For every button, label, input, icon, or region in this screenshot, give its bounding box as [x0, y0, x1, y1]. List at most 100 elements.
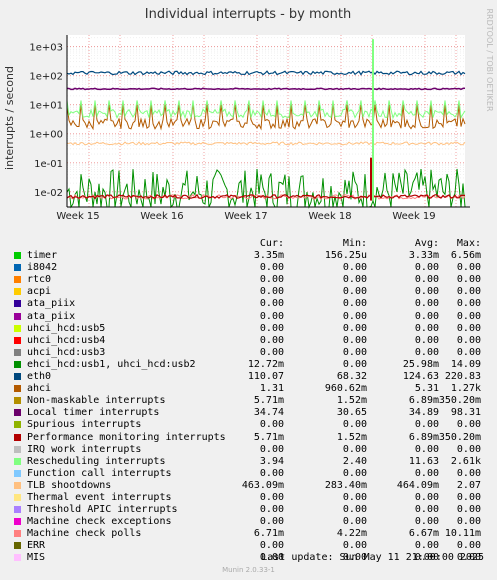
legend-avg-value: 3.33m: [408, 250, 439, 262]
legend-min-value: 960.62m: [324, 383, 367, 395]
legend-swatch: [14, 518, 21, 526]
legend-avg-value: 124.63: [402, 371, 439, 383]
legend-cur-value: 34.74: [253, 407, 284, 419]
x-tick-label: Week 15: [56, 211, 99, 222]
legend-swatch: [14, 506, 21, 514]
legend-cur-value: 0.00: [259, 334, 284, 346]
legend-swatch: [14, 276, 21, 284]
legend-max-value: 0.00: [456, 334, 481, 346]
legend-row: Machine check polls 6.71m 4.22m 6.67m 10.11m: [12, 528, 492, 540]
legend-avg-value: 0.00: [414, 262, 439, 274]
legend-min-value: 0.00: [342, 540, 367, 552]
legend-max-value: 0.00: [456, 419, 481, 431]
legend-row: ata_piix 0.00 0.00 0.00 0.00: [12, 298, 492, 310]
series-line-rescheduling: [66, 100, 466, 120]
legend-series-name: rtc0: [27, 274, 52, 286]
legend-row: ERR 0.00 0.00 0.00 0.00: [12, 540, 492, 552]
legend-cur-value: 0.00: [259, 443, 284, 455]
y-tick-label: 1e+01: [29, 101, 63, 112]
x-tick-label: Week 19: [392, 211, 435, 222]
legend-cur-value: 0.00: [259, 491, 284, 503]
x-axis: Week 15 Week 16 Week 17 Week 18 Week 19: [56, 211, 435, 222]
legend-row: TLB shootdowns 463.09m 283.40m 464.09m 2.07: [12, 480, 492, 492]
legend-cur-value: 5.71m: [253, 431, 284, 443]
x-tick-label: Week 17: [224, 211, 267, 222]
legend-min-value: 0.00: [342, 491, 367, 503]
legend-cur-value: 6.71m: [253, 528, 284, 540]
legend-series-name: Performance monitoring interrupts: [27, 431, 226, 443]
legend-max-value: 0.00: [456, 346, 481, 358]
legend-cur-value: 3.35m: [253, 250, 284, 262]
legend-cur-value: 0.00: [259, 504, 284, 516]
rrdtool-credit: RRDTOOL / TOBI OETIKER: [485, 8, 494, 111]
legend-avg-value: 0.00: [414, 516, 439, 528]
legend-avg-value: 6.89m: [408, 431, 439, 443]
legend-row: ata_piix 0.00 0.00 0.00 0.00: [12, 311, 492, 323]
legend-series-name: i8042: [27, 262, 58, 274]
legend-cur-value: 0.00: [259, 540, 284, 552]
legend-row: timer 3.35m 156.25u 3.33m 6.56m: [12, 250, 492, 262]
legend-max-value: 0.00: [456, 443, 481, 455]
legend-swatch: [14, 288, 21, 296]
legend-avg-value: 0.00: [414, 467, 439, 479]
legend-series-name: Non-maskable interrupts: [27, 395, 166, 407]
legend-cur-value: 0.00: [259, 322, 284, 334]
legend-cur-value: 0.00: [259, 552, 284, 564]
legend-avg-value: 6.89m: [408, 395, 439, 407]
legend-row: i8042 0.00 0.00 0.00 0.00: [12, 262, 492, 274]
legend-series-name: TLB shootdowns: [27, 479, 112, 491]
legend-row: Thermal event interrupts 0.00 0.00 0.00 0.00: [12, 492, 492, 504]
x-tick-label: Week 16: [140, 211, 183, 222]
legend-max-value: 350.20m: [438, 431, 481, 443]
chart-title: Individual interrupts - by month: [145, 7, 351, 22]
legend-avg-value: 0.00: [414, 322, 439, 334]
legend-cur-value: 0.00: [259, 467, 284, 479]
legend-max-value: 0.00: [456, 262, 481, 274]
legend-swatch: [14, 409, 21, 417]
legend-row: Machine check exceptions 0.00 0.00 0.00 0.00: [12, 516, 492, 528]
y-tick-label: 1e+02: [29, 72, 63, 83]
header-max: Max:: [456, 238, 481, 249]
series-lines: [66, 39, 466, 209]
legend-row: ahci 1.31 960.62m 5.31 1.27k: [12, 383, 492, 395]
legend-swatch: [14, 312, 21, 320]
legend-row: acpi 0.00 0.00 0.00 0.00: [12, 286, 492, 298]
legend-avg-value: 0.00: [414, 298, 439, 310]
legend-min-value: 0.00: [342, 346, 367, 358]
legend-min-value: 0.00: [342, 310, 367, 322]
legend-row: ehci_hcd:usb1, uhci_hcd:usb2 12.72m 0.00 25…: [12, 359, 492, 371]
legend-min-value: 0.00: [342, 274, 367, 286]
legend-avg-value: 0.00: [414, 491, 439, 503]
legend-series-name: eth0: [27, 371, 52, 383]
legend-max-value: 0.00: [456, 504, 481, 516]
legend-min-value: 0.00: [342, 334, 367, 346]
legend-max-value: 98.31: [450, 407, 481, 419]
legend-cur-value: 0.00: [259, 419, 284, 431]
legend-series-name: Threshold APIC interrupts: [27, 504, 178, 516]
legend-min-value: 0.00: [342, 358, 367, 370]
legend-max-value: 0.00: [456, 516, 481, 528]
legend-swatch: [14, 445, 21, 453]
legend-min-value: 0.00: [342, 516, 367, 528]
legend-swatch: [14, 300, 21, 308]
y-tick-label: 1e-02: [34, 188, 63, 199]
legend-row: Performance monitoring interrupts 5.71m 1.…: [12, 432, 492, 444]
legend-max-value: 350.20m: [438, 395, 481, 407]
legend-series-name: ata_piix: [27, 298, 76, 310]
legend-min-value: 68.32: [336, 371, 367, 383]
legend-swatch: [14, 252, 21, 260]
series-line-ehci-usb: [66, 168, 466, 209]
legend-max-value: 0.00: [456, 298, 481, 310]
legend-avg-value: 464.09m: [396, 479, 439, 491]
legend-max-value: 1.27k: [450, 383, 481, 395]
chart-canvas: Individual interrupts - by month interru…: [3, 7, 494, 222]
legend-swatch: [14, 433, 21, 441]
legend-avg-value: 0.00: [414, 419, 439, 431]
legend-swatch: [14, 373, 21, 381]
legend-min-value: 30.65: [336, 407, 367, 419]
legend-row: Rescheduling interrupts 3.94 2.40 11.63 2.61…: [12, 456, 492, 468]
legend-cur-value: 12.72m: [247, 358, 284, 370]
legend-cur-value: 463.09m: [241, 479, 284, 491]
legend-swatch: [14, 469, 21, 477]
legend-series-name: ERR: [27, 540, 46, 552]
